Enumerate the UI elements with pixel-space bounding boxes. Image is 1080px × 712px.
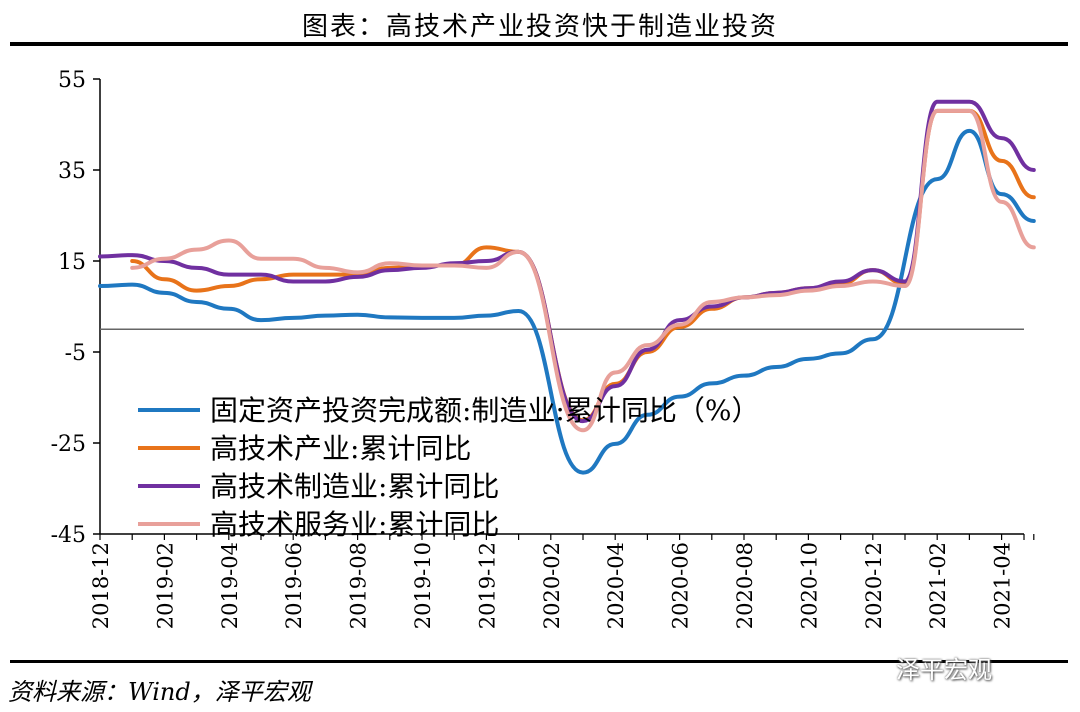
- x-tick-label: 2019-02: [153, 542, 177, 629]
- series-line: [98, 99, 1036, 424]
- x-tick-label: 2019-04: [218, 542, 242, 629]
- x-tick-label: 2019-10: [411, 542, 435, 629]
- y-tick-label: 15: [58, 250, 86, 275]
- series-line: [98, 128, 1036, 475]
- x-tick-label: 2020-12: [862, 542, 886, 629]
- x-tick-label: 2020-10: [797, 542, 821, 629]
- x-tick-label: 2018-12: [89, 542, 113, 629]
- legend-label: 高技术制造业:累计同比: [210, 470, 499, 503]
- x-tick-label: 2020-02: [540, 542, 564, 629]
- y-tick-label: -5: [65, 341, 86, 366]
- top-rule: [10, 42, 1068, 46]
- chart-series: [98, 99, 1036, 475]
- chart-legend: 固定资产投资完成额:制造业:累计同比（%） 高技术产业:累计同比高技术制造业:累计…: [138, 394, 759, 541]
- x-tick-label: 2019-08: [347, 542, 371, 629]
- x-tick-label: 2020-08: [733, 542, 757, 629]
- x-tick-label: 2019-06: [282, 542, 306, 629]
- chart-title: 图表：高技术产业投资快于制造业投资: [301, 12, 778, 42]
- series-line: [130, 108, 1036, 423]
- x-tick-label: 2020-04: [604, 542, 628, 629]
- legend-label: 高技术产业:累计同比: [210, 432, 471, 465]
- x-tick-label: 2019-12: [475, 542, 499, 629]
- x-tick-label: 2021-02: [926, 542, 950, 629]
- y-tick-label: -45: [51, 523, 86, 548]
- x-tick-label: 2020-06: [669, 542, 693, 629]
- series-line: [130, 108, 1036, 433]
- x-tick-label: 2021-04: [991, 542, 1015, 629]
- legend-label: 固定资产投资完成额:制造业:累计同比（%）: [210, 394, 759, 427]
- legend-label: 高技术服务业:累计同比: [210, 508, 499, 541]
- y-tick-label: 35: [58, 159, 86, 184]
- y-tick-label: -25: [51, 432, 86, 457]
- source-note: 资料来源：Wind，泽平宏观: [8, 678, 311, 706]
- bottom-rule: [10, 660, 1068, 663]
- y-tick-label: 55: [58, 68, 86, 93]
- watermark-text: 泽平宏观: [896, 656, 992, 684]
